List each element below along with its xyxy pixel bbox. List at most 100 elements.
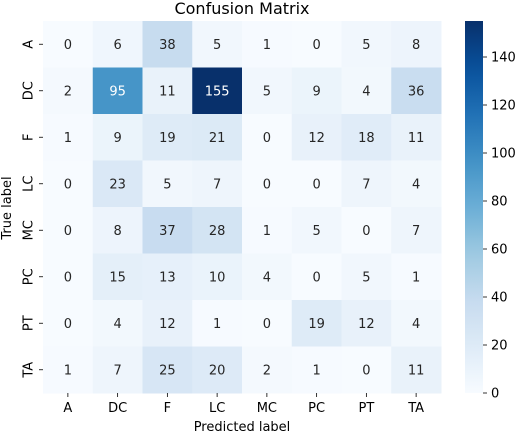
cell-value-label: 5 — [362, 38, 370, 53]
heatmap-cell-labels: 0 6 38 5 1 0 5 82 95 11 155 5 9 4 361 9 19 21 0 12 18 110 23 5 7… — [64, 38, 425, 379]
heatmap-cell — [242, 160, 293, 208]
heatmap-cell — [341, 253, 392, 301]
y-tick-label: PT — [22, 315, 37, 331]
heatmap-cell — [341, 346, 392, 394]
cell-value-label: 0 — [362, 363, 370, 378]
colorbar-axis: 0 20 40 60 80 100 120 140 — [483, 51, 516, 402]
cell-value-label: 11 — [408, 131, 425, 146]
cell-value-label: 7 — [362, 177, 370, 192]
heatmap-cell — [242, 114, 293, 161]
cell-value-label: 4 — [263, 270, 271, 285]
cell-value-label: 19 — [159, 131, 176, 146]
cell-value-label: 12 — [308, 131, 325, 146]
cell-value-label: 18 — [358, 131, 375, 146]
cell-value-label: 38 — [159, 38, 176, 53]
x-tick-label: F — [164, 401, 171, 416]
cell-value-label: 4 — [113, 317, 121, 332]
cell-value-label: 12 — [358, 317, 375, 332]
cell-value-label: 95 — [109, 84, 126, 99]
heatmap-cell — [142, 67, 193, 115]
heatmap-cells — [43, 21, 442, 394]
cell-value-label: 7 — [113, 363, 121, 378]
heatmap-cell — [43, 21, 94, 68]
heatmap-cell — [43, 160, 94, 208]
cell-value-label: 0 — [312, 270, 320, 285]
y-axis: A DC F LC MC PC PT TA — [22, 40, 43, 379]
cell-value-label: 0 — [362, 224, 370, 239]
heatmap-cell — [142, 21, 193, 68]
cell-value-label: 9 — [113, 131, 121, 146]
heatmap-cell — [391, 114, 442, 161]
x-tick-label: A — [63, 401, 72, 416]
heatmap-cell — [242, 300, 293, 347]
heatmap-cell — [291, 67, 342, 115]
x-tick-label: PT — [358, 401, 374, 416]
cell-value-label: 19 — [308, 317, 325, 332]
heatmap-cell — [242, 346, 293, 394]
cell-value-label: 4 — [362, 84, 370, 99]
cell-value-label: 0 — [312, 38, 320, 53]
heatmap-cell — [192, 114, 243, 161]
cell-value-label: 0 — [263, 131, 271, 146]
cell-value-label: 1 — [213, 317, 221, 332]
heatmap-cell — [242, 67, 293, 115]
heatmap-cell — [391, 300, 442, 347]
heatmap-cell — [341, 114, 392, 161]
cell-value-label: 9 — [312, 84, 320, 99]
cell-value-label: 15 — [109, 270, 126, 285]
cell-value-label: 0 — [64, 224, 72, 239]
heatmap-cell — [391, 253, 442, 301]
heatmap-cell — [92, 114, 143, 161]
heatmap-cell — [92, 67, 143, 115]
heatmap-cell — [92, 21, 143, 68]
colorbar-tick-label: 40 — [491, 291, 508, 306]
cell-value-label: 36 — [408, 84, 425, 99]
cell-value-label: 0 — [312, 177, 320, 192]
heatmap-cell — [142, 300, 193, 347]
cell-value-label: 11 — [159, 84, 176, 99]
cell-value-label: 25 — [159, 363, 176, 378]
cell-value-label: 0 — [263, 177, 271, 192]
heatmap-cell — [341, 300, 392, 347]
cell-value-label: 12 — [159, 317, 176, 332]
heatmap-cell — [43, 253, 94, 301]
heatmap-cell — [291, 114, 342, 161]
cell-value-label: 2 — [263, 363, 271, 378]
colorbar-tick-label: 20 — [491, 339, 508, 354]
heatmap-cell — [142, 253, 193, 301]
heatmap-cell — [142, 160, 193, 208]
heatmap-cell — [391, 207, 442, 254]
colorbar-tick-label: 60 — [491, 243, 508, 258]
heatmap-cell — [291, 346, 342, 394]
heatmap-cell — [192, 207, 243, 254]
heatmap-cell — [142, 114, 193, 161]
heatmap-cell — [242, 21, 293, 68]
x-axis: A DC F LC MC PC PT TA — [63, 393, 424, 416]
colorbar-tick-label: 140 — [491, 51, 516, 66]
cell-value-label: 5 — [362, 270, 370, 285]
cell-value-label: 1 — [312, 363, 320, 378]
cell-value-label: 10 — [209, 270, 226, 285]
colorbar — [465, 21, 483, 393]
y-tick-label: DC — [22, 81, 37, 100]
cell-value-label: 0 — [64, 38, 72, 53]
x-tick-label: PC — [308, 401, 325, 416]
cell-value-label: 11 — [408, 363, 425, 378]
heatmap-cell — [242, 207, 293, 254]
heatmap-cell — [291, 253, 342, 301]
x-tick-label: MC — [257, 401, 277, 416]
cell-value-label: 1 — [263, 38, 271, 53]
y-tick-label: F — [22, 134, 37, 141]
heatmap-cell — [142, 346, 193, 394]
y-axis-label: True label — [0, 176, 15, 240]
cell-value-label: 13 — [159, 270, 176, 285]
cell-value-label: 8 — [113, 224, 121, 239]
cell-value-label: 1 — [64, 363, 72, 378]
y-tick-label: MC — [22, 220, 37, 240]
heatmap-cell — [92, 300, 143, 347]
cell-value-label: 21 — [209, 131, 226, 146]
cell-value-label: 28 — [209, 224, 226, 239]
heatmap-cell — [43, 300, 94, 347]
heatmap-cell — [341, 207, 392, 254]
